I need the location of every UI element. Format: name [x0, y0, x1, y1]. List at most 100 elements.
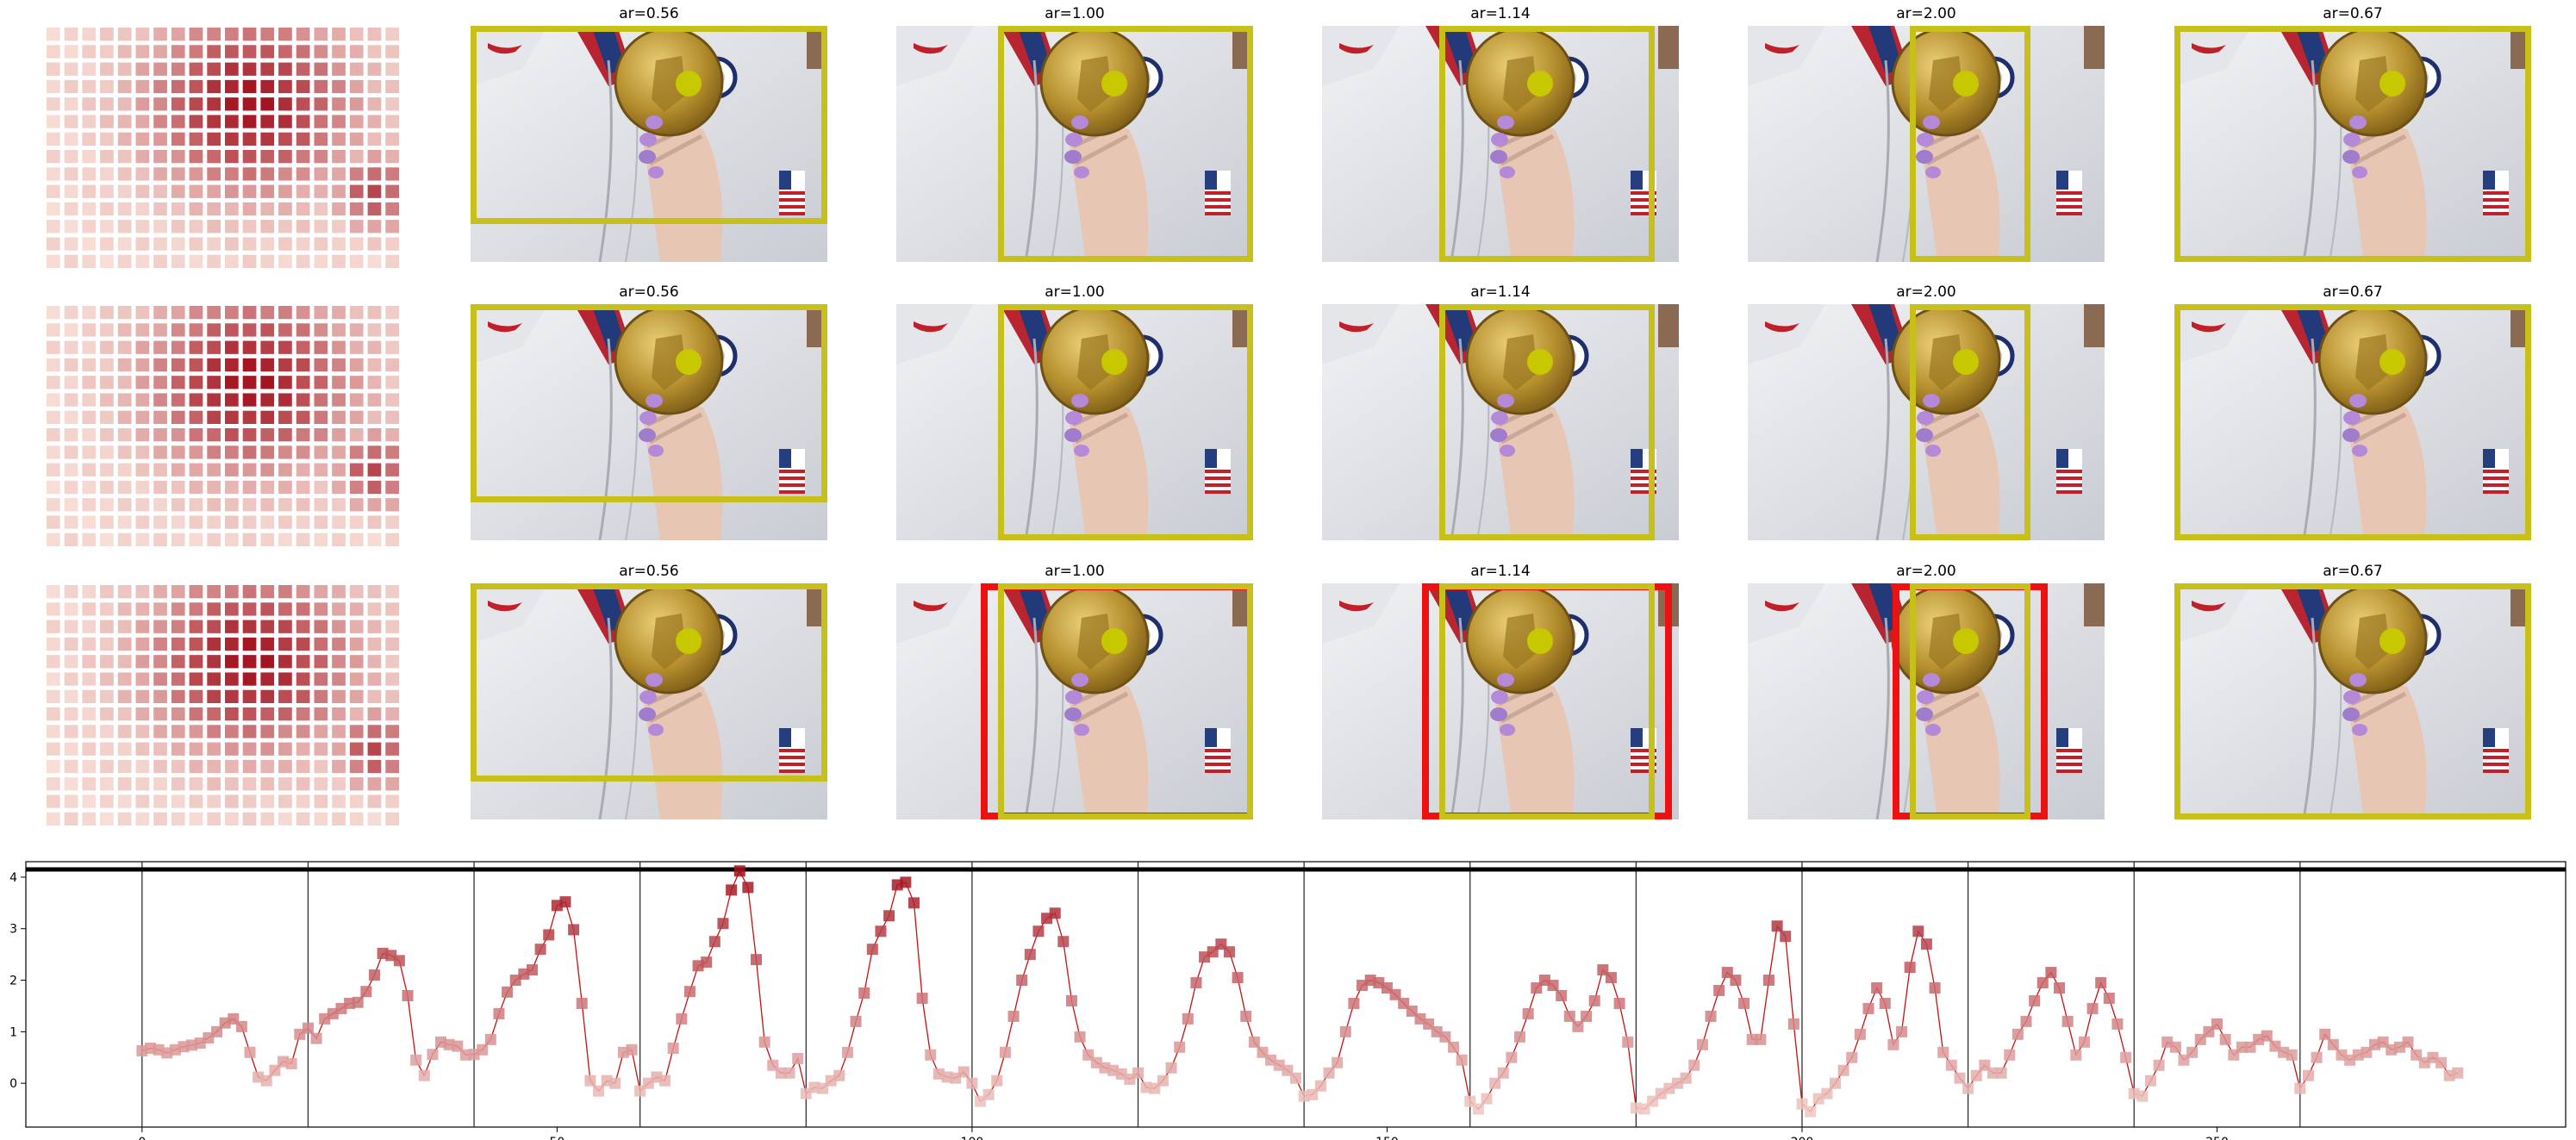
heatmap-cell	[207, 689, 221, 703]
heatmap-cell	[64, 602, 78, 616]
heatmap-cell	[100, 498, 114, 512]
heatmap-cell	[242, 79, 257, 94]
data-point	[1581, 1010, 1593, 1022]
data-point	[833, 1069, 845, 1081]
data-point	[1588, 994, 1600, 1006]
heatmap-cell	[153, 602, 167, 616]
heatmap-cell	[171, 132, 185, 146]
heatmap-cell	[296, 777, 310, 791]
heatmap-cell	[64, 45, 78, 59]
heatmap-cell	[64, 132, 78, 146]
heatmap-cell	[332, 237, 346, 251]
heatmap-cell	[153, 812, 167, 825]
heatmap-cell	[117, 585, 132, 599]
data-point	[2186, 1046, 2199, 1058]
heatmap-cell	[47, 306, 60, 320]
data-point	[2012, 1028, 2024, 1040]
heatmap-cell	[82, 220, 97, 234]
heatmap-cell	[296, 132, 310, 146]
heatmap-cell	[171, 655, 185, 669]
medal-photo	[896, 304, 1253, 540]
panel-title: ar=1.14	[1470, 5, 1531, 22]
heatmap-cell	[189, 637, 203, 651]
data-point	[310, 1032, 322, 1044]
heatmap-cell	[385, 585, 399, 599]
heatmap-cell	[207, 340, 221, 354]
heatmap-cell	[117, 237, 132, 251]
heatmap-cell	[82, 707, 97, 721]
heatmap-cell	[385, 376, 399, 389]
heatmap-cell	[64, 689, 78, 703]
heatmap-cell	[349, 533, 364, 546]
heatmap-cell	[314, 167, 328, 181]
heatmap-cell	[242, 323, 257, 337]
data-point	[244, 1046, 256, 1058]
medal-photo	[896, 583, 1253, 819]
heatmap-cell	[314, 515, 328, 529]
y-tick-label: 3	[9, 923, 17, 937]
heatmap-cell	[260, 254, 275, 268]
heatmap-cell	[296, 97, 310, 111]
heatmap-cell	[314, 602, 328, 616]
heatmap-cell	[242, 306, 257, 320]
heatmap-cell	[171, 480, 185, 495]
heatmap-cell	[153, 410, 167, 424]
data-point	[1887, 1038, 1899, 1050]
heatmap-cell	[47, 707, 60, 721]
heatmap-cell	[100, 637, 114, 651]
heatmap-cell	[332, 376, 346, 389]
heatmap-cell	[153, 428, 167, 442]
heatmap-cell	[135, 742, 150, 756]
heatmap-cell	[135, 445, 150, 459]
heatmap-cell	[367, 498, 382, 512]
heatmap-cell	[349, 480, 364, 495]
heatmap-cell	[171, 585, 185, 599]
heatmap-cell	[296, 376, 310, 389]
heatmap-cell	[171, 428, 185, 442]
data-point	[1157, 1075, 1169, 1087]
heatmap-cell	[47, 742, 60, 756]
medal-photo	[2174, 304, 2531, 540]
heatmap-cell	[117, 167, 132, 181]
x-tick-label: 250	[2205, 1136, 2229, 1140]
heatmap-cell	[296, 323, 310, 337]
heatmap-cell	[189, 28, 203, 41]
heatmap-cell	[47, 410, 60, 424]
heatmap-cell	[314, 97, 328, 111]
heatmap-cell	[135, 515, 150, 529]
heatmap-cell	[189, 794, 203, 808]
heatmap-cell	[349, 132, 364, 146]
heatmap-cell	[278, 812, 292, 825]
heatmap-cell	[296, 184, 310, 198]
heatmap-cell	[278, 254, 292, 268]
heatmap-cell	[117, 480, 132, 495]
heatmap-cell	[82, 97, 97, 111]
heatmap-cell	[135, 533, 150, 546]
attention-heatmap	[47, 28, 399, 268]
heatmap-cell	[135, 202, 150, 216]
heatmap-cell	[117, 340, 132, 354]
heatmap-cell	[207, 515, 221, 529]
heatmap-cell	[314, 707, 328, 721]
heatmap-cell	[349, 28, 364, 41]
heatmap-cell	[171, 410, 185, 424]
data-point	[1605, 972, 1617, 984]
data-point	[2070, 1049, 2082, 1061]
data-point	[559, 896, 571, 908]
heatmap-cell	[296, 340, 310, 354]
data-point	[2452, 1067, 2464, 1079]
heatmap-cell	[135, 393, 150, 407]
heatmap-cell	[296, 689, 310, 703]
data-point	[2302, 1069, 2314, 1081]
heatmap-cell	[64, 585, 78, 599]
data-point	[1016, 975, 1028, 987]
heatmap-cell	[314, 150, 328, 164]
data-point	[211, 1025, 223, 1037]
focus-point	[1527, 349, 1553, 375]
heatmap-cell	[225, 480, 239, 495]
panel-title: ar=0.67	[2323, 283, 2383, 301]
heatmap-cell	[332, 498, 346, 512]
heatmap-cell	[153, 742, 167, 756]
data-point	[1174, 1041, 1186, 1053]
crop-box	[1439, 304, 1655, 540]
